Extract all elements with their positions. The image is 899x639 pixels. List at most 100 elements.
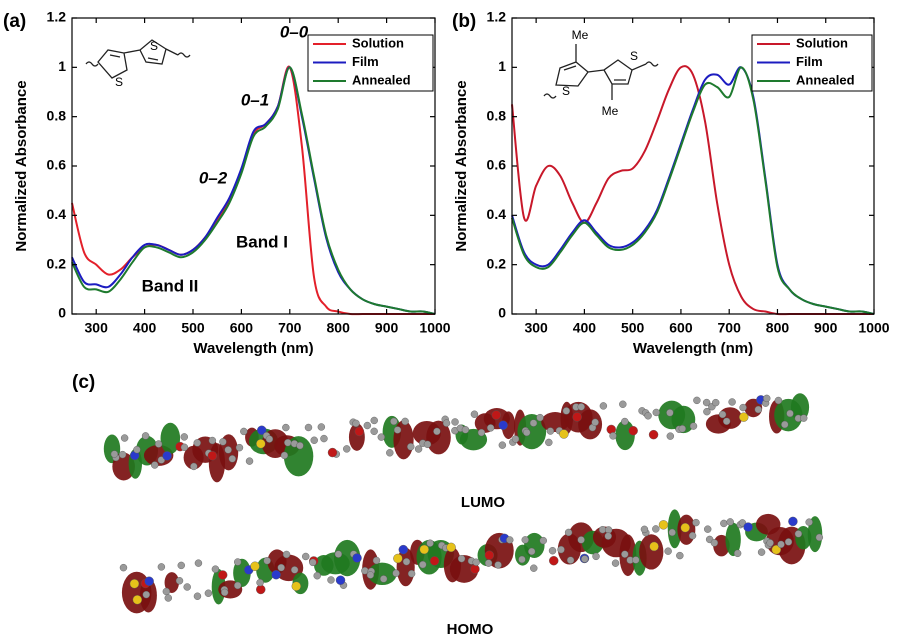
- atom: [549, 555, 559, 566]
- atom: [757, 548, 766, 556]
- y-tick-label: 0.6: [47, 157, 67, 173]
- atom: [379, 575, 388, 583]
- atom: [119, 563, 128, 572]
- orbital-label: LUMO: [461, 494, 505, 511]
- atom: [118, 450, 127, 459]
- x-tick-label: 1000: [419, 320, 450, 336]
- x-tick-label: 700: [278, 320, 302, 336]
- atom: [664, 547, 672, 555]
- atom: [680, 522, 690, 533]
- atom: [518, 555, 526, 564]
- atom: [720, 519, 728, 528]
- orbital-lobe: [517, 414, 547, 450]
- y-tick-label: 1.2: [47, 9, 67, 25]
- atom: [256, 439, 266, 449]
- atom: [781, 420, 789, 429]
- atom: [211, 565, 220, 573]
- atom: [309, 558, 317, 567]
- structure-label: S: [150, 39, 158, 53]
- atom: [451, 418, 459, 426]
- atom: [154, 440, 163, 448]
- atom: [164, 594, 172, 602]
- atom: [419, 544, 429, 555]
- orbital-lobe: [790, 393, 810, 422]
- atom: [611, 559, 620, 567]
- atom: [419, 560, 427, 569]
- atom: [208, 436, 217, 445]
- atom: [599, 402, 608, 410]
- atom: [133, 445, 141, 454]
- atom: [429, 556, 440, 566]
- atom: [604, 532, 612, 540]
- series-line: [511, 66, 875, 315]
- atom: [815, 533, 824, 542]
- x-axis-label: Wavelength (nm): [193, 340, 313, 357]
- atom: [390, 417, 398, 426]
- atom: [282, 423, 290, 432]
- atom: [609, 432, 617, 440]
- structure-label: S: [562, 84, 570, 98]
- atom: [728, 398, 736, 406]
- atom: [529, 419, 538, 427]
- series-line: [71, 66, 436, 315]
- atom: [676, 551, 684, 560]
- orbital-lobe: [233, 558, 251, 588]
- orbital-plot: [103, 393, 810, 483]
- atom: [530, 564, 538, 572]
- atom: [302, 552, 310, 561]
- atom: [207, 451, 218, 461]
- y-tick-label: 1: [498, 58, 506, 74]
- x-tick-label: 1000: [858, 320, 889, 336]
- atom: [774, 396, 783, 405]
- atom: [457, 555, 466, 563]
- atom: [739, 403, 747, 412]
- atom: [577, 403, 585, 411]
- orbital-lobe: [426, 420, 451, 455]
- atom: [442, 419, 451, 427]
- atom: [398, 544, 409, 555]
- atom: [668, 528, 676, 537]
- atom: [477, 428, 486, 437]
- atom: [296, 441, 304, 450]
- atom: [693, 396, 701, 405]
- atom: [754, 405, 762, 414]
- atom: [461, 426, 470, 434]
- orbital-lobe: [725, 522, 741, 557]
- atom: [726, 518, 734, 526]
- orbital-lobe: [367, 562, 397, 586]
- y-axis-label: Normalized Absorbance: [13, 80, 30, 251]
- atom: [562, 407, 571, 415]
- atom: [234, 558, 242, 566]
- atom: [426, 539, 434, 547]
- atom: [666, 409, 674, 417]
- atom: [183, 583, 191, 591]
- y-tick-label: 0.4: [487, 206, 507, 222]
- y-tick-label: 0: [58, 305, 66, 321]
- orbital-lobe: [639, 534, 664, 570]
- atom: [523, 428, 531, 437]
- legend-label: Film: [352, 54, 379, 69]
- atom: [545, 438, 553, 447]
- atom: [739, 412, 749, 422]
- atom: [120, 434, 129, 442]
- atom: [245, 457, 254, 465]
- panel-label: (b): [452, 11, 476, 32]
- atom: [317, 423, 326, 431]
- y-tick-label: 0.6: [487, 157, 507, 173]
- atom: [794, 530, 803, 538]
- orbital-plot: [119, 509, 824, 614]
- atom: [648, 429, 659, 440]
- atom: [372, 556, 381, 565]
- atom: [632, 556, 640, 564]
- x-tick-label: 600: [669, 320, 693, 336]
- atom: [784, 538, 793, 546]
- x-tick-label: 800: [327, 320, 351, 336]
- x-tick-label: 300: [524, 320, 548, 336]
- atom: [320, 434, 328, 443]
- atom: [628, 426, 638, 436]
- atom: [370, 416, 378, 425]
- atom: [722, 417, 731, 425]
- atom: [658, 520, 669, 530]
- atom: [142, 590, 150, 599]
